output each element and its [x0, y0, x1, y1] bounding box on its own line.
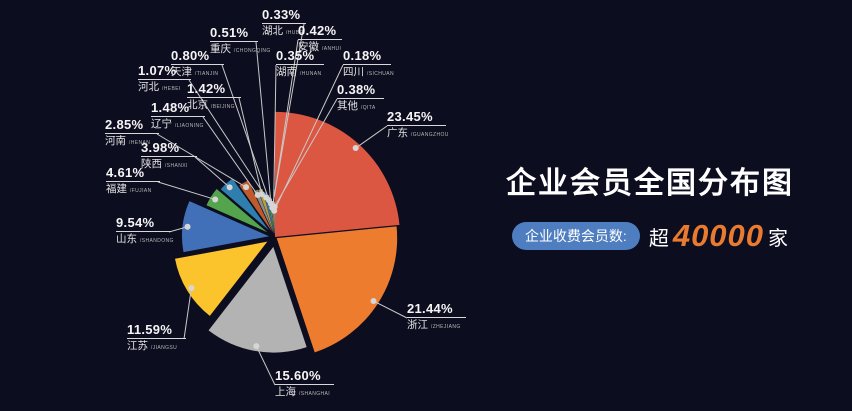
leader-line-henan [156, 133, 247, 188]
leader-line-sichuan [273, 64, 344, 212]
pie-slice-henan[interactable] [239, 180, 272, 232]
slice-name: 安徽 /ANHUI [298, 41, 342, 53]
leader-line-shanghai [255, 345, 276, 386]
pie-label-jiangsu: 11.59% 江苏 /JIANGSU [127, 322, 186, 354]
slice-name: 福建 /FUJIAN [106, 183, 152, 195]
pie-label-hubei: 0.33% 湖北 /HUBEI [262, 7, 306, 39]
pie-slice-zhejiang[interactable] [276, 226, 398, 353]
count-number: 40000 [672, 218, 765, 253]
slice-percent: 21.44% [407, 301, 466, 318]
leader-dot-guangzhou [352, 145, 359, 152]
slice-percent: 2.85% [105, 117, 159, 134]
slice-percent: 0.33% [262, 7, 306, 24]
slice-name: 河南 /HENAN [105, 135, 151, 147]
pie-label-sichuan: 0.18% 四川 /SICHUAN [343, 48, 394, 80]
slice-percent: 9.54% [116, 215, 171, 232]
leader-dot-jiangsu [188, 284, 195, 291]
slice-percent: 0.42% [298, 23, 342, 40]
pie-slice-fujian[interactable] [206, 189, 268, 233]
slice-name: 辽宁 /LIAONING [151, 118, 204, 130]
slice-name: 北京 /BEIJING [187, 99, 235, 111]
slice-percent: 23.45% [387, 109, 446, 126]
pie-label-tianjin: 0.80% 天津 /TIANJIN [171, 48, 224, 80]
leader-dot-fujian [212, 196, 219, 203]
slice-percent: 0.51% [210, 25, 258, 42]
slice-name: 河北 /HEBEI [138, 81, 181, 93]
pie-label-beijing: 1.42% 北京 /BEIJING [187, 81, 241, 113]
leader-line-hebei [188, 79, 267, 198]
pie-slice-beijing[interactable] [258, 188, 274, 234]
slice-name: 浙江 /ZHEJIANG [407, 319, 461, 331]
leader-line-guangzhou [355, 125, 388, 149]
slice-percent: 11.59% [127, 322, 186, 339]
pie-slice-liaoning[interactable] [253, 189, 274, 234]
leader-line-shanxi [194, 156, 230, 188]
member-count-badge: 企业收费会员数: 超 40000 家 [505, 218, 795, 254]
pie-label-qita: 0.38% 其他 /QITA [337, 82, 384, 114]
pie-label-hebei: 1.07% 河北 /HEBEI [138, 63, 191, 95]
member-count-pill: 企业收费会员数: [511, 222, 640, 250]
leader-line-zhejiang [373, 300, 408, 319]
slice-name: 广东 /GUANGZHOU [387, 127, 449, 139]
pie-label-guangzhou: 23.45% 广东 /GUANGZHOU [387, 109, 449, 141]
pie-label-henan: 2.85% 河南 /HENAN [105, 117, 159, 149]
pie-label-fujian: 4.61% 福建 /FUJIAN [106, 165, 160, 197]
pie-slice-jiangsu[interactable] [175, 241, 268, 316]
slice-name: 天津 /TIANJIN [171, 66, 219, 78]
pie-label-zhejiang: 21.44% 浙江 /ZHEJIANG [407, 301, 466, 333]
slice-percent: 1.48% [151, 100, 205, 117]
slice-name: 四川 /SICHUAN [343, 66, 395, 78]
pie-slice-shanghai[interactable] [208, 246, 307, 353]
slice-percent: 0.80% [171, 48, 224, 65]
leader-dot-shanghai [253, 343, 260, 350]
slice-percent: 0.38% [337, 82, 384, 99]
leader-line-qita [274, 98, 338, 207]
pie-label-shanghai: 15.60% 上海 /SHANGHAI [275, 368, 334, 400]
leader-line-fujian [157, 181, 216, 200]
leader-line-tianjin [221, 64, 270, 201]
slice-percent: 1.42% [187, 81, 241, 98]
leader-line-shandong [168, 226, 188, 233]
leader-line-chongqing [255, 41, 272, 204]
slice-percent: 15.60% [275, 368, 334, 385]
slice-name: 湖南 /HUNAN [276, 66, 322, 78]
slice-name: 重庆 /CHONGQING [210, 43, 271, 55]
slice-name: 山东 /SHANDONG [116, 233, 174, 245]
pie-slice-hebei[interactable] [263, 192, 275, 235]
pie-slice-shandong[interactable] [182, 201, 270, 253]
slice-percent: 3.98% [141, 140, 197, 157]
pie-label-shanxi: 3.98% 陕西 /SHANXI [141, 140, 197, 172]
pie-label-shandong: 9.54% 山东 /SHANDONG [116, 215, 174, 247]
leader-line-liaoning [202, 116, 259, 196]
slice-percent: 0.35% [276, 48, 324, 65]
pie-label-liaoning: 1.48% 辽宁 /LIAONING [151, 100, 205, 132]
slice-name: 陕西 /SHANXI [141, 158, 188, 170]
leader-dot-shanxi [226, 184, 233, 191]
leader-line-hunan [273, 64, 277, 208]
slice-name: 其他 /QITA [337, 100, 376, 112]
leader-line-jiangsu [183, 287, 192, 340]
leader-dot-henan [243, 184, 250, 191]
pie-label-anhui: 0.42% 安徽 /ANHUI [298, 23, 342, 55]
slice-percent: 4.61% [106, 165, 160, 182]
leader-dot-shandong [184, 223, 191, 230]
pie-label-chongqing: 0.51% 重庆 /CHONGQING [210, 25, 271, 57]
pie-label-hunan: 0.35% 湖南 /HUNAN [276, 48, 324, 80]
leader-dot-qita [271, 203, 278, 210]
slice-name: 江苏 /JIANGSU [127, 340, 178, 352]
slice-name: 湖北 /HUBEI [262, 25, 305, 37]
slice-percent: 0.18% [343, 48, 391, 65]
slice-percent: 1.07% [138, 63, 191, 80]
leader-line-anhui [272, 39, 299, 207]
pie-slice-shanxi[interactable] [220, 178, 269, 231]
member-count-value: 超 40000 家 [649, 218, 788, 254]
count-prefix: 超 [648, 227, 669, 250]
slice-name: 上海 /SHANGHAI [275, 386, 331, 398]
count-suffix: 家 [768, 227, 789, 250]
page-title: 企业会员全国分布图 [506, 167, 794, 200]
leader-dot-zhejiang [370, 298, 377, 305]
